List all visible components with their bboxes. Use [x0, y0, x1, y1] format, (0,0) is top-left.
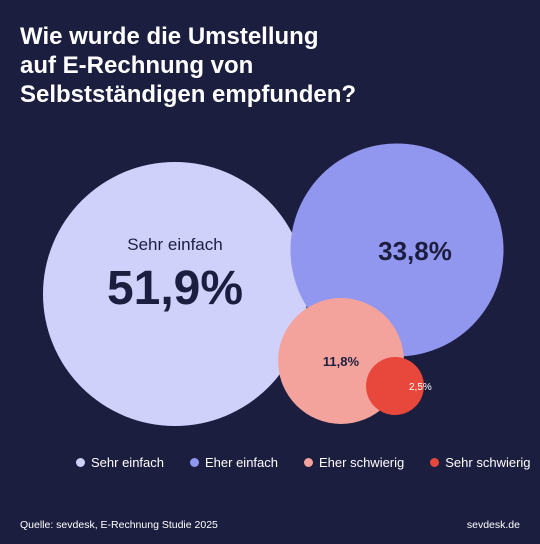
brand-link[interactable]: sevdesk.de	[466, 519, 520, 531]
legend: Sehr einfach Eher einfach Eher schwierig…	[76, 455, 531, 470]
bubble-value-label: 11,8%	[323, 354, 360, 369]
legend-dot	[190, 458, 199, 467]
legend-item-eher-schwierig: Eher schwierig	[304, 455, 404, 470]
legend-dot	[430, 458, 440, 467]
bubble-sehr-einfach	[43, 162, 307, 426]
source-note: Quelle: sevdesk, E-Rechnung Studie 2025	[20, 519, 218, 531]
bubble-category-label: Sehr einfach	[127, 235, 222, 254]
legend-dot	[304, 458, 313, 467]
legend-label: Eher schwierig	[319, 455, 405, 470]
chart-title: Wie wurde die Umstellung auf E-Rechnung …	[20, 23, 357, 108]
legend-label: Sehr schwierig	[445, 455, 531, 470]
bubble-value-label: 51,9%	[107, 262, 243, 315]
legend-dot	[76, 458, 85, 467]
legend-label: Sehr einfach	[91, 455, 164, 470]
legend-item-eher-einfach: Eher einfach	[190, 455, 278, 470]
bubble-value-label: 33,8%	[378, 236, 452, 266]
legend-item-sehr-einfach: Sehr einfach	[76, 455, 164, 470]
bubble-value-label: 2,5%	[409, 382, 432, 393]
bubble-sehr-schwierig	[366, 357, 424, 415]
legend-label: Eher einfach	[205, 455, 278, 470]
legend-item-sehr-schwierig: Sehr schwierig	[430, 455, 531, 470]
